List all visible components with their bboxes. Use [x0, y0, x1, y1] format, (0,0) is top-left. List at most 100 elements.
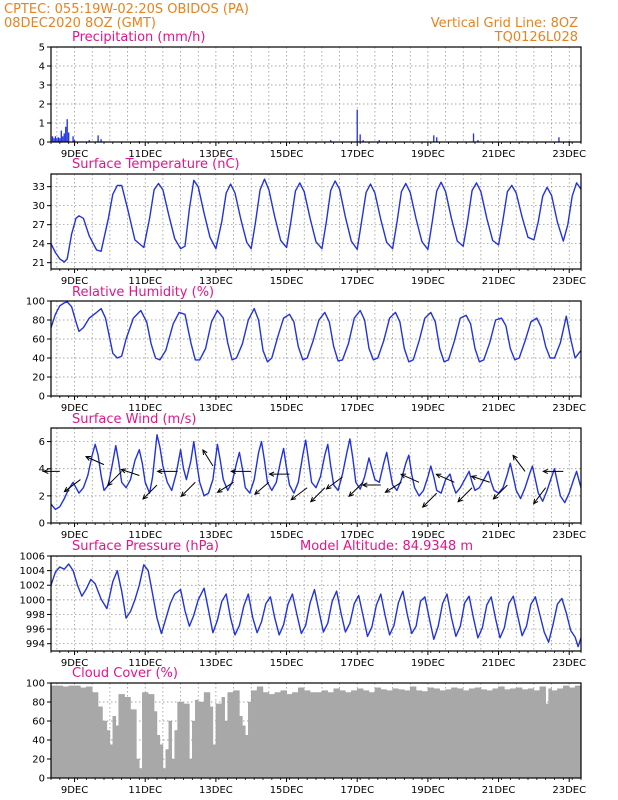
- precip-bar: [558, 137, 560, 142]
- wind-vector-head: [421, 502, 428, 508]
- wind-vector-head: [156, 468, 163, 475]
- wind-vector-shaft: [471, 475, 490, 483]
- wind-vector: [84, 456, 105, 466]
- y-tick-label: 998: [26, 610, 45, 621]
- temp-frame: [50, 173, 582, 270]
- y-tick-label: 2: [39, 100, 45, 111]
- y-tick-label: 996: [26, 625, 45, 636]
- wind-vector: [216, 481, 234, 493]
- wind-vector-head: [106, 480, 113, 487]
- precip-bar: [56, 138, 58, 142]
- wind-vector-head: [325, 484, 332, 490]
- x-tick-label: 21DEC: [482, 785, 516, 796]
- wind-vector-head: [268, 471, 275, 477]
- wind-vector-head: [457, 496, 463, 503]
- rh-series-line: [50, 301, 582, 363]
- wind-vector-head: [42, 468, 49, 475]
- x-tick-label: 21DEC: [482, 149, 516, 160]
- y-tick-label: 24: [32, 239, 45, 250]
- wind-vector-head: [348, 491, 354, 498]
- wind-vector: [512, 454, 526, 472]
- panel-relative-humidity: Relative Humidity (%) 0 20 40 60 80 100 9DEC 11…: [26, 285, 586, 414]
- x-tick-label: 13DEC: [199, 403, 233, 414]
- wind-vector: [290, 487, 308, 501]
- x-tick-label: 9DEC: [61, 785, 88, 796]
- precipitation-title: Precipitation (mm/h): [72, 30, 205, 45]
- y-tick-label: 100: [26, 297, 45, 308]
- precip-bar: [100, 139, 102, 142]
- wind-vector: [325, 476, 343, 490]
- pressure-frame: [50, 555, 582, 652]
- y-tick-label: 80: [32, 316, 45, 327]
- precip-bar: [53, 138, 55, 142]
- x-tick-label: 13DEC: [199, 149, 233, 160]
- precip-bar: [477, 140, 479, 142]
- wind-vector-head: [361, 482, 368, 488]
- wind-vector-head: [216, 487, 223, 493]
- wind-vector-head: [254, 489, 260, 496]
- wind-vector-shaft: [290, 487, 308, 501]
- header-grid-note: Vertical Grid Line: 8OZ: [431, 16, 578, 31]
- temperature-title: Surface Temperature (nC): [72, 157, 240, 172]
- x-tick-label: 17DEC: [340, 658, 374, 669]
- wind-vector: [542, 468, 564, 475]
- wind-vector: [309, 487, 326, 503]
- wind-vector-head: [400, 473, 407, 479]
- x-tick-label: 11DEC: [128, 276, 162, 287]
- wind-vector-shaft: [202, 449, 214, 467]
- x-tick-label: 9DEC: [61, 403, 88, 414]
- panel-surface-temperature: Surface Temperature (nC) 21 24 27 30 33 9DEC 1…: [32, 157, 586, 287]
- x-tick-label: 13DEC: [199, 530, 233, 541]
- x-tick-label: 15DEC: [270, 658, 304, 669]
- wind-vector: [348, 481, 364, 498]
- precip-bar: [66, 119, 68, 142]
- x-tick-label: 21DEC: [482, 276, 516, 287]
- x-tick-label: 15DEC: [270, 276, 304, 287]
- x-tick-label: 15DEC: [270, 149, 304, 160]
- y-tick-label: 0: [39, 392, 45, 403]
- wind-vector-head: [230, 468, 236, 475]
- x-tick-label: 23DEC: [552, 149, 586, 160]
- x-tick-label: 11DEC: [128, 785, 162, 796]
- wind-vector-shaft: [142, 484, 158, 500]
- wind-vector: [202, 449, 214, 467]
- wind-vector-shaft: [422, 492, 438, 508]
- pressure-title: Surface Pressure (hPa): [72, 539, 219, 554]
- wind-vector: [42, 468, 60, 475]
- wind-vector: [492, 484, 508, 500]
- header-datetime: 08DEC2020 8OZ (GMT): [4, 16, 156, 31]
- precip-bar: [51, 136, 54, 142]
- precip-bar: [54, 136, 57, 142]
- y-tick-label: 1006: [20, 552, 45, 563]
- cloud-frame: [50, 682, 582, 779]
- wind-vector-head: [180, 491, 187, 498]
- x-tick-label: 19DEC: [411, 276, 445, 287]
- y-tick-label: 40: [32, 354, 45, 365]
- wind-vector: [421, 492, 438, 508]
- cloud-cover-area: [50, 685, 582, 779]
- wind-vector: [457, 487, 473, 503]
- x-tick-label: 19DEC: [411, 403, 445, 414]
- wind-vector: [63, 479, 81, 493]
- precip-bar: [57, 137, 60, 142]
- wind-vector-head: [202, 449, 208, 456]
- y-tick-label: 40: [32, 736, 45, 747]
- wind-vector-head: [290, 495, 297, 501]
- precip-bar: [362, 140, 364, 142]
- precip-bar: [433, 135, 435, 142]
- wind-vector-shaft: [348, 481, 364, 497]
- panel-cloud-cover: Cloud Cover (%) 0 20 40 60 80 100 9DEC 11DEC 13D…: [26, 666, 586, 796]
- x-tick-label: 17DEC: [340, 276, 374, 287]
- wind-series-line: [50, 434, 582, 511]
- wind-vector-shaft: [326, 476, 343, 490]
- y-tick-label: 1: [39, 119, 45, 130]
- x-tick-label: 13DEC: [199, 658, 233, 669]
- x-tick-label: 21DEC: [482, 530, 516, 541]
- x-tick-label: 11DEC: [128, 403, 162, 414]
- x-tick-label: 13DEC: [199, 785, 233, 796]
- wind-vector-shaft: [180, 481, 196, 497]
- x-tick-label: 19DEC: [411, 785, 445, 796]
- wind-vector: [180, 481, 196, 498]
- wind-vector: [120, 468, 140, 476]
